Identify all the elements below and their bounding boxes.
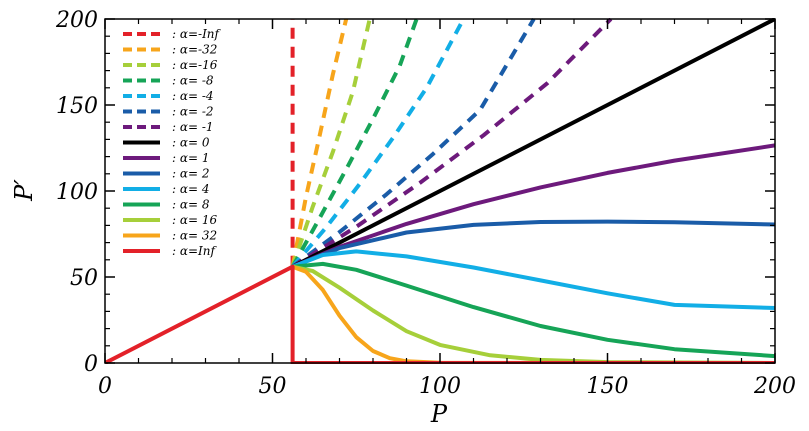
x-tick-label: 50 (259, 374, 287, 399)
series-line-4 (291, 18, 466, 268)
series-line-32 (290, 18, 349, 268)
series-line-8 (292, 261, 775, 359)
y-tick-label: 150 (56, 94, 98, 119)
legend-label: : α= 32 (172, 229, 217, 243)
series-line-4 (291, 249, 775, 310)
y-tick-label: 50 (70, 266, 98, 291)
y-tick-label: 0 (84, 352, 98, 377)
legend-label: : α=-32 (172, 43, 217, 57)
legend-label: : α= -1 (172, 120, 214, 134)
series-line-1 (291, 18, 613, 269)
x-tick-label: 0 (98, 374, 112, 399)
x-tick-label: 150 (587, 374, 629, 399)
legend-label: : α=Inf (172, 244, 217, 258)
series-line-2 (291, 18, 536, 269)
x-tick-label: 100 (419, 374, 461, 399)
legend-label: : α=-Inf (172, 27, 222, 41)
y-tick-label: 200 (55, 8, 98, 33)
axes-layer: 00 50 50 100 100 150 150 200 200 (55, 8, 796, 399)
legend-label: : α= 8 (172, 198, 210, 212)
series-line-1 (291, 143, 775, 269)
series-line-8 (290, 18, 419, 268)
legend-label: : α= 0 (172, 136, 210, 150)
series-line-16 (290, 18, 372, 268)
legend-label: : α= 4 (172, 182, 209, 196)
x-axis-title: P (430, 400, 448, 428)
y-tick-label: 100 (56, 180, 98, 205)
legend-label: : α= -4 (172, 89, 214, 103)
legend-label: : α= -8 (172, 74, 214, 88)
legend-label: : α= 1 (172, 151, 209, 165)
series-line-2 (291, 219, 775, 269)
y-axis-title: P′ (10, 179, 38, 202)
series-line-0 (291, 18, 775, 269)
legend-label: : α= -2 (172, 105, 214, 119)
legend-label: : α=-16 (172, 58, 218, 72)
legend: : α=-Inf : α=-32: α=-16 : α= -8: α= -4 : α=… (123, 27, 222, 258)
x-tick-label: 200 (753, 374, 796, 399)
legend-label: : α= 2 (172, 167, 209, 181)
legend-label: : α= 16 (172, 213, 217, 227)
